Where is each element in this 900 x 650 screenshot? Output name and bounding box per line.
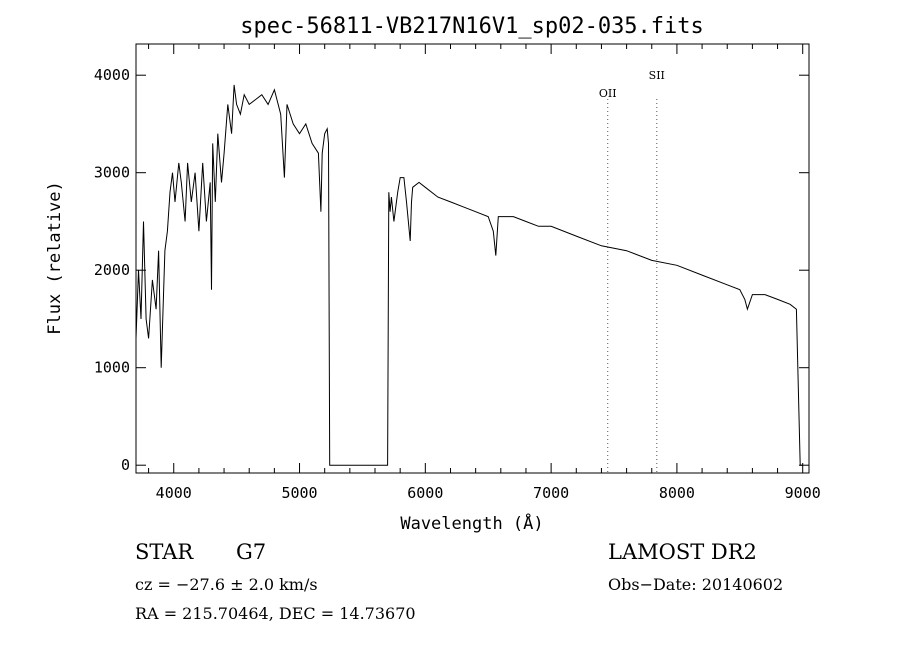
x-axis: 4000 5000 6000 7000 8000 9000	[148, 44, 821, 502]
x-tick-label: 6000	[407, 484, 443, 502]
survey-name: LAMOST DR2	[608, 540, 757, 564]
y-axis-label: Flux (relative)	[45, 181, 65, 335]
x-tick-label: 4000	[156, 484, 192, 502]
line-marker-label: SII	[649, 69, 665, 82]
y-tick-label: 3000	[94, 164, 130, 182]
radec-text: RA = 215.70464, DEC = 14.73670	[135, 604, 416, 623]
series-line	[135, 84, 803, 466]
x-tick-label: 8000	[659, 484, 695, 502]
y-tick-label: 4000	[94, 66, 130, 84]
x-tick-label: 5000	[281, 484, 317, 502]
line-markers: OII SII	[599, 69, 665, 473]
x-tick-label: 9000	[785, 484, 821, 502]
chart-title: spec-56811-VB217N16V1_sp02-035.fits	[240, 14, 704, 39]
y-axis: 0 1000 2000 3000 4000	[94, 66, 809, 474]
y-tick-label: 2000	[94, 261, 130, 279]
x-axis-label: Wavelength (Å)	[400, 512, 543, 534]
x-tick-label: 7000	[533, 484, 569, 502]
line-marker-label: OII	[599, 87, 617, 100]
plot-frame	[135, 43, 810, 474]
object-type: STAR	[135, 540, 194, 564]
y-tick-label: 0	[121, 456, 130, 474]
spectral-subclass: G7	[236, 540, 267, 564]
obs-date-text: Obs−Date: 20140602	[608, 575, 784, 594]
y-tick-label: 1000	[94, 359, 130, 377]
redshift-text: cz = −27.6 ± 2.0 km/s	[135, 575, 318, 594]
